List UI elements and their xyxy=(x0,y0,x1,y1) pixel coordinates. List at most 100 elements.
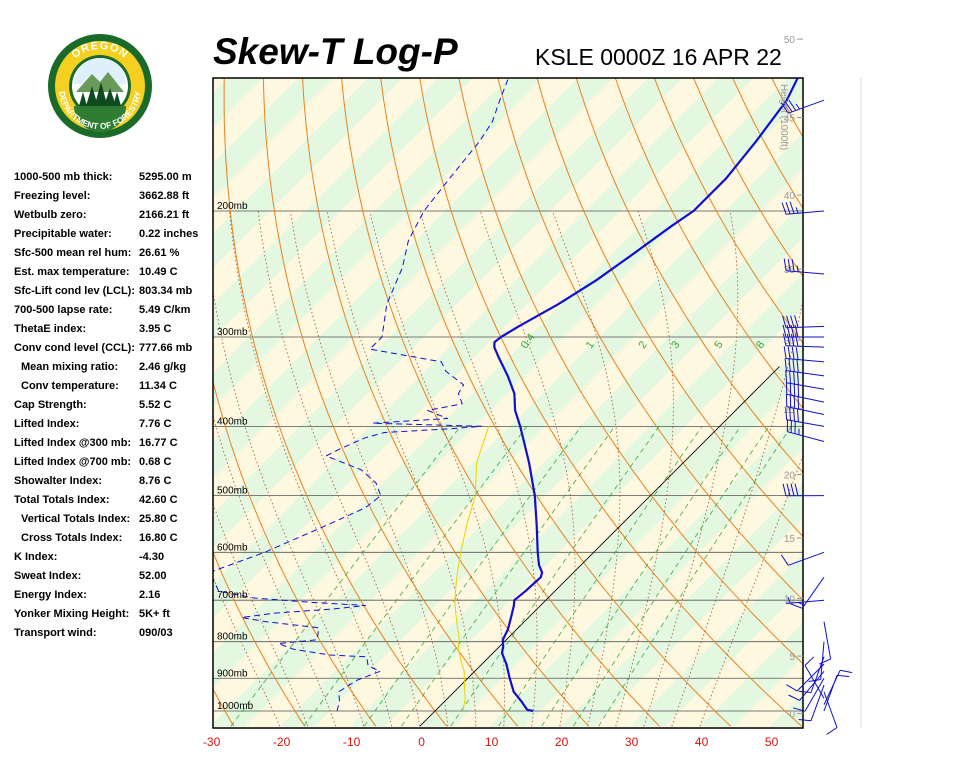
stat-label: Total Totals Index: xyxy=(14,494,110,506)
isotherm-band xyxy=(213,78,753,619)
stat-value: 5.49 C/km xyxy=(139,304,191,316)
wind-barb-staff xyxy=(786,382,825,390)
mixing-ratio-label: 1 xyxy=(584,339,597,351)
wind-barb-feather xyxy=(796,359,799,373)
dry-adiabat xyxy=(301,78,589,727)
wind-barb-feather xyxy=(808,679,821,682)
wind-barb-staff xyxy=(804,678,825,712)
mixing-ratio-label: 2 xyxy=(637,339,650,351)
pressure-label: 600mb xyxy=(217,542,248,553)
wind-barb-half-feather xyxy=(795,207,799,214)
wind-barb-feather xyxy=(795,347,799,360)
wind-barb xyxy=(785,394,825,415)
dry-adiabat xyxy=(845,0,960,726)
isotherm-band xyxy=(629,553,803,727)
chart-axes: 1000mb 900mb 800mb 700mb 600mb 500mb 400mb 300m… xyxy=(203,35,803,749)
wind-barb-staff xyxy=(820,641,825,680)
wind-barb-feather xyxy=(797,372,799,385)
height-tick-label: 20 xyxy=(784,470,796,481)
mixing-ratio-label: 8 xyxy=(754,339,767,351)
stat-value: 8.76 C xyxy=(139,475,172,487)
wind-barb-feather xyxy=(804,656,815,666)
wind-barb-staff xyxy=(786,358,825,363)
wind-barb-feather xyxy=(787,258,791,272)
wind-barb xyxy=(823,674,850,712)
stat-value: 25.80 C xyxy=(139,513,178,525)
stat-label: Freezing level: xyxy=(14,190,91,202)
wind-barb-feather xyxy=(781,202,787,215)
wind-barb-feather xyxy=(785,407,788,420)
dry-adiabat xyxy=(497,78,803,601)
stat-row: Lifted Index @300 mb: 16.77 C xyxy=(14,434,210,453)
wind-barb xyxy=(782,315,825,329)
tree-icon xyxy=(113,92,121,106)
stat-value: 26.61 % xyxy=(139,247,180,259)
wind-barb xyxy=(786,597,825,604)
stat-value: 803.34 mb xyxy=(139,285,193,297)
logo-ground xyxy=(74,106,126,132)
stat-value: 3.95 C xyxy=(139,323,172,335)
wind-barb-staff xyxy=(786,270,825,275)
temperature-tick-label: 20 xyxy=(555,735,569,749)
stat-label: Showalter Index: xyxy=(14,475,103,487)
wind-barb-feather xyxy=(788,99,797,111)
mixing-ratio-line xyxy=(598,426,792,727)
dry-adiabat xyxy=(458,78,803,665)
wetbulb-profile-line xyxy=(454,426,490,712)
stat-row: Total Totals Index: 42.60 C xyxy=(14,491,210,510)
stat-label: Sfc-Lift cond lev (LCL): xyxy=(14,285,135,297)
isotherm-band xyxy=(213,78,403,268)
isotherm-band xyxy=(213,78,803,689)
moist-adiabat xyxy=(213,414,337,727)
wind-barb xyxy=(785,407,825,427)
wind-barb-feather xyxy=(783,346,787,359)
stat-label: Mean mixing ratio: xyxy=(21,361,119,373)
stat-row: Cross Totals Index: 16.80 C xyxy=(14,529,210,548)
station-time-label: KSLE 0000Z 16 APR 22 xyxy=(535,44,782,70)
wind-barb-feather xyxy=(784,101,793,113)
pressure-label: 800mb xyxy=(217,632,248,643)
mixing-ratio-line xyxy=(498,426,703,727)
stat-value: 5295.00 m xyxy=(139,171,192,183)
temperature-tick-label: 10 xyxy=(485,735,499,749)
wind-barb xyxy=(790,576,825,609)
mountain-icon xyxy=(76,72,124,92)
wind-barb-feather xyxy=(789,201,795,214)
wind-barb-staff xyxy=(785,325,825,329)
wind-barb-feather xyxy=(789,408,791,421)
stat-label: Est. max temperature: xyxy=(14,266,130,278)
wind-barb-feather xyxy=(798,719,812,722)
dry-adiabat xyxy=(918,0,960,726)
wind-barb-feather xyxy=(790,333,795,347)
pressure-label: 400mb xyxy=(217,416,248,427)
wind-barb xyxy=(823,691,838,735)
wind-barb-feather xyxy=(797,409,799,422)
wind-barb xyxy=(819,621,832,665)
wind-barb-half-feather xyxy=(787,597,791,604)
wind-barb-feather xyxy=(793,408,795,422)
stat-label: Cross Totals Index: xyxy=(21,532,123,544)
pressure-label: 1000mb xyxy=(217,701,254,712)
dry-adiabat xyxy=(262,78,519,727)
wind-barb-feather xyxy=(794,333,799,347)
dewpoint-profile-line xyxy=(213,78,510,712)
stat-value: 42.60 C xyxy=(139,494,178,506)
stat-label: Conv temperature: xyxy=(21,380,119,392)
stat-row: Vertical Totals Index: 25.80 C xyxy=(14,510,210,529)
chart-title: Skew-T Log-P xyxy=(213,31,458,72)
wind-barb-feather xyxy=(797,396,800,410)
height-tick-label: 0 xyxy=(789,710,795,721)
pressure-label: 700mb xyxy=(217,590,248,601)
stat-value: 7.76 C xyxy=(139,418,172,430)
wind-barb xyxy=(785,370,825,390)
mixing-ratio-line xyxy=(230,426,461,727)
mixing-ratio-label: 3 xyxy=(669,339,682,351)
moist-adiabat xyxy=(213,502,309,727)
isotherm-band xyxy=(213,132,803,727)
isotherm-band xyxy=(840,0,960,726)
mixing-ratio-line xyxy=(303,426,528,727)
wind-barb-feather xyxy=(840,669,853,674)
wind-barb-feather xyxy=(836,674,850,678)
dry-adiabat xyxy=(419,78,802,727)
wind-barb xyxy=(785,381,825,403)
